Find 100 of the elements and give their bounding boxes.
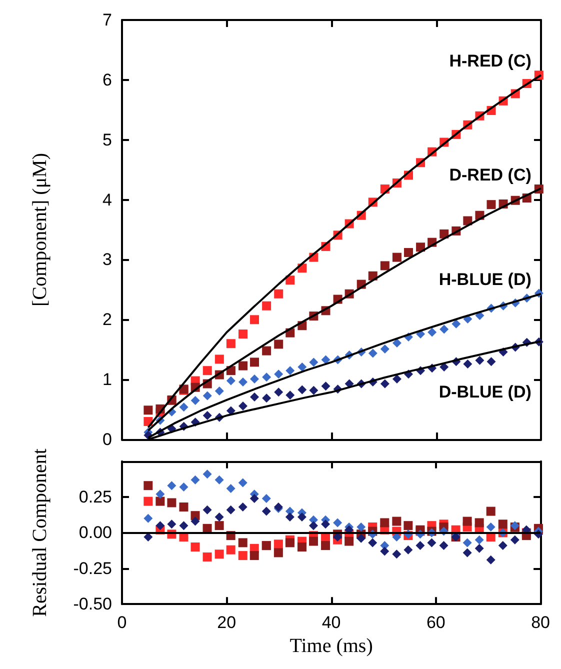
- y-tick-label: 0.00: [78, 523, 112, 542]
- point: [262, 372, 272, 382]
- point: [226, 484, 236, 493]
- point: [486, 357, 496, 366]
- point: [250, 374, 260, 384]
- point: [202, 552, 212, 562]
- point: [285, 538, 294, 548]
- point: [202, 411, 212, 420]
- y-tick-label: 5: [102, 130, 112, 150]
- point: [344, 536, 354, 546]
- point: [144, 481, 153, 490]
- point: [156, 521, 165, 530]
- point: [238, 330, 248, 339]
- point: [298, 362, 307, 372]
- point: [404, 545, 413, 554]
- point: [238, 502, 248, 512]
- point: [167, 498, 176, 508]
- point: [179, 502, 188, 512]
- point: [190, 396, 200, 406]
- point: [214, 475, 224, 484]
- point: [262, 346, 272, 356]
- point: [250, 494, 259, 503]
- point: [167, 520, 176, 529]
- point: [190, 542, 200, 552]
- point: [298, 385, 307, 394]
- point: [392, 252, 402, 262]
- point: [238, 551, 248, 560]
- x-axis-title: Time (ms): [290, 635, 373, 657]
- point: [238, 377, 248, 386]
- point: [214, 521, 224, 530]
- y-axis-title: [Component] (μM): [29, 153, 51, 306]
- point: [474, 544, 484, 553]
- point: [144, 406, 153, 415]
- point: [156, 496, 165, 506]
- point: [262, 394, 272, 403]
- point: [167, 481, 176, 490]
- point: [392, 338, 402, 348]
- y-tick-label: -0.25: [73, 558, 112, 578]
- point: [274, 289, 284, 298]
- point: [156, 490, 165, 499]
- series-label: D-BLUE (D): [438, 382, 532, 402]
- point: [474, 518, 484, 528]
- series-label: H-RED (C): [449, 52, 532, 71]
- point: [392, 516, 402, 526]
- point: [262, 494, 271, 503]
- point: [250, 392, 260, 402]
- y-tick-label: 0.25: [78, 488, 112, 507]
- x-tick-label: 40: [322, 613, 341, 632]
- series-label: D-RED (C): [449, 166, 532, 184]
- point: [144, 496, 153, 506]
- y-tick-label: 1: [102, 370, 112, 390]
- point: [321, 520, 330, 529]
- point: [286, 390, 295, 400]
- point: [428, 328, 437, 337]
- point: [274, 388, 284, 397]
- point: [333, 518, 342, 528]
- point: [297, 512, 306, 522]
- point: [274, 340, 284, 349]
- x-tick-label: 60: [426, 613, 446, 632]
- point: [274, 540, 283, 549]
- point: [380, 261, 390, 270]
- point: [321, 382, 330, 391]
- point: [474, 535, 484, 544]
- series-label: H-BLUE (D): [438, 270, 532, 289]
- point: [404, 521, 413, 530]
- point: [250, 315, 260, 324]
- point: [380, 344, 390, 354]
- point: [404, 248, 413, 258]
- point: [309, 386, 318, 395]
- point: [202, 470, 212, 479]
- point: [285, 512, 294, 522]
- point: [462, 538, 472, 548]
- point: [238, 538, 248, 548]
- point: [179, 521, 188, 530]
- point: [498, 541, 508, 550]
- y-tick-label: 4: [102, 190, 112, 210]
- point: [392, 550, 402, 559]
- point: [250, 358, 260, 367]
- point: [238, 401, 248, 410]
- point: [226, 376, 236, 386]
- point: [427, 538, 436, 548]
- point: [368, 538, 378, 548]
- point: [226, 545, 236, 554]
- x-tick-label: 20: [217, 613, 236, 632]
- point: [274, 370, 284, 379]
- point: [356, 522, 366, 532]
- point: [238, 478, 248, 488]
- point: [179, 482, 188, 492]
- point: [262, 301, 272, 310]
- point: [368, 348, 378, 358]
- point: [214, 512, 224, 522]
- point: [439, 541, 448, 550]
- y-tick-label: 0: [102, 430, 112, 449]
- point: [510, 535, 520, 544]
- point: [462, 548, 472, 558]
- point: [452, 319, 461, 328]
- point: [380, 546, 390, 556]
- point: [214, 354, 224, 364]
- x-tick-label: 0: [117, 613, 127, 632]
- point: [262, 506, 271, 516]
